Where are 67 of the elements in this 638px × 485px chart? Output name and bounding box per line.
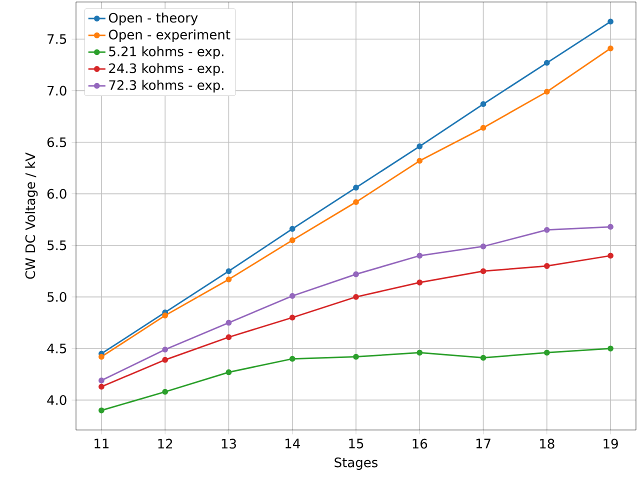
- legend-label: Open - experiment: [108, 29, 230, 42]
- y-tick-label: 4.5: [47, 344, 66, 354]
- point: [98, 384, 104, 390]
- x-tick-label: 16: [412, 438, 428, 449]
- point: [162, 356, 168, 363]
- point: [289, 237, 296, 244]
- point: [480, 268, 486, 274]
- x-tick-label: 18: [540, 438, 554, 449]
- point: [162, 346, 168, 352]
- point: [544, 60, 550, 66]
- point: [544, 350, 550, 356]
- point: [226, 320, 232, 326]
- point: [480, 354, 486, 361]
- point: [608, 346, 614, 352]
- point: [289, 226, 296, 232]
- point: [226, 268, 232, 274]
- point: [544, 263, 550, 269]
- y-tick-label: 7.0: [48, 86, 66, 96]
- y-axis-title: CW DC Voltage / kV: [25, 152, 38, 279]
- point: [608, 45, 614, 52]
- x-tick-label: 17: [476, 438, 490, 448]
- legend-label: 72.3 kohms - exp.: [109, 80, 224, 92]
- point: [544, 88, 550, 95]
- x-tick-label: 14: [286, 438, 300, 448]
- point: [608, 224, 614, 230]
- point: [544, 226, 550, 233]
- point: [353, 271, 359, 278]
- legend-label: Open - theory: [108, 12, 198, 26]
- point: [162, 312, 168, 318]
- y-tick-label: 5.0: [48, 292, 66, 302]
- point: [226, 369, 232, 376]
- point: [98, 407, 104, 414]
- point: [416, 280, 423, 286]
- x-tick-label: 12: [158, 438, 172, 448]
- y-tick-label: 7.5: [48, 34, 66, 44]
- y-tick-label: 4.0: [47, 395, 66, 405]
- x-tick-label: 11: [94, 438, 109, 448]
- y-tick-label: 6.5: [47, 137, 66, 148]
- point: [289, 314, 296, 321]
- x-tick-label: 19: [604, 438, 618, 449]
- point: [98, 354, 104, 360]
- point: [353, 294, 359, 300]
- point: [289, 356, 296, 362]
- y-tick-label: 6.0: [47, 188, 66, 199]
- legend-label: 5.21 kohms - exp.: [109, 46, 224, 59]
- legend-label: 24.3 kohms - exp.: [109, 63, 224, 76]
- point: [353, 199, 359, 206]
- point: [480, 101, 486, 108]
- x-tick-label: 13: [222, 438, 236, 449]
- point: [480, 243, 486, 250]
- point: [353, 354, 359, 360]
- point: [608, 252, 614, 259]
- x-axis-title: Stages: [334, 457, 378, 470]
- point: [98, 378, 104, 384]
- point: [226, 276, 232, 282]
- point: [416, 252, 423, 259]
- point: [608, 18, 614, 25]
- point: [416, 158, 423, 164]
- y-tick-label: 5.5: [48, 240, 66, 250]
- point: [480, 124, 486, 131]
- point: [353, 184, 359, 191]
- point: [416, 143, 423, 150]
- point: [289, 292, 296, 299]
- point: [226, 334, 232, 340]
- point: [162, 388, 168, 395]
- point: [416, 350, 423, 356]
- x-tick-label: 15: [349, 438, 364, 448]
